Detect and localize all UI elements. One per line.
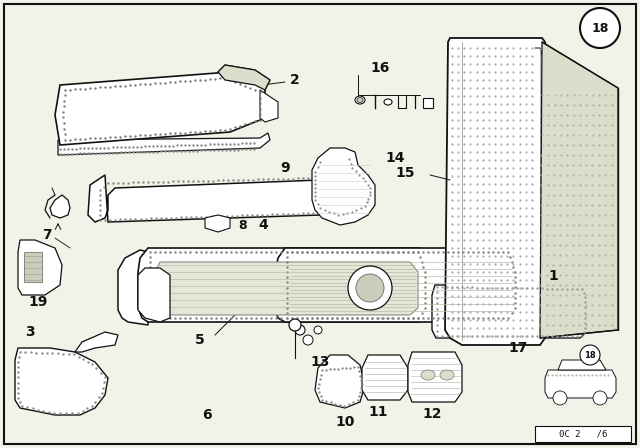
Ellipse shape bbox=[355, 96, 365, 104]
Text: 14: 14 bbox=[385, 151, 404, 165]
Circle shape bbox=[356, 274, 384, 302]
FancyBboxPatch shape bbox=[4, 4, 636, 444]
Polygon shape bbox=[205, 215, 230, 232]
Text: 1: 1 bbox=[548, 269, 557, 283]
Text: 4: 4 bbox=[258, 218, 268, 232]
Polygon shape bbox=[155, 262, 418, 315]
Text: 0C 2   /6: 0C 2 /6 bbox=[559, 430, 607, 439]
Text: 8: 8 bbox=[238, 219, 246, 232]
Polygon shape bbox=[432, 285, 588, 338]
Polygon shape bbox=[218, 65, 270, 90]
Text: 3: 3 bbox=[25, 325, 35, 339]
Polygon shape bbox=[275, 248, 522, 322]
Circle shape bbox=[593, 391, 607, 405]
Polygon shape bbox=[24, 252, 42, 282]
Polygon shape bbox=[50, 195, 70, 218]
Polygon shape bbox=[55, 72, 265, 145]
Text: 6: 6 bbox=[202, 408, 212, 422]
Text: 19: 19 bbox=[28, 295, 47, 309]
Text: 13: 13 bbox=[310, 355, 330, 369]
Text: 10: 10 bbox=[335, 415, 355, 429]
Polygon shape bbox=[15, 348, 108, 415]
Circle shape bbox=[580, 345, 600, 365]
Polygon shape bbox=[545, 370, 616, 398]
Text: 18: 18 bbox=[591, 22, 609, 34]
Circle shape bbox=[289, 319, 301, 331]
Text: 12: 12 bbox=[422, 407, 442, 421]
Text: 17: 17 bbox=[508, 341, 527, 355]
Polygon shape bbox=[540, 42, 618, 338]
Circle shape bbox=[314, 326, 322, 334]
Circle shape bbox=[303, 335, 313, 345]
Text: 2: 2 bbox=[290, 73, 300, 87]
Text: 15: 15 bbox=[396, 166, 415, 180]
Polygon shape bbox=[312, 148, 375, 225]
Text: 5: 5 bbox=[195, 333, 205, 347]
Polygon shape bbox=[362, 355, 408, 400]
Text: 7: 7 bbox=[42, 228, 52, 242]
Ellipse shape bbox=[357, 98, 363, 103]
Text: 9: 9 bbox=[280, 161, 290, 175]
Polygon shape bbox=[408, 352, 462, 402]
Circle shape bbox=[295, 325, 305, 335]
Circle shape bbox=[553, 391, 567, 405]
Ellipse shape bbox=[440, 370, 454, 380]
Polygon shape bbox=[88, 175, 335, 222]
Polygon shape bbox=[445, 38, 548, 345]
Polygon shape bbox=[315, 355, 365, 408]
Text: 16: 16 bbox=[370, 61, 389, 75]
Circle shape bbox=[348, 266, 392, 310]
Polygon shape bbox=[423, 98, 433, 108]
Ellipse shape bbox=[421, 370, 435, 380]
Bar bbox=[535, 426, 631, 442]
Polygon shape bbox=[18, 240, 62, 295]
Text: 18: 18 bbox=[584, 350, 596, 359]
Circle shape bbox=[580, 8, 620, 48]
Polygon shape bbox=[138, 268, 170, 322]
Polygon shape bbox=[118, 250, 148, 325]
Polygon shape bbox=[558, 360, 606, 370]
Polygon shape bbox=[260, 90, 278, 122]
Text: 11: 11 bbox=[368, 405, 388, 419]
Polygon shape bbox=[58, 133, 270, 155]
Polygon shape bbox=[138, 248, 432, 322]
Ellipse shape bbox=[384, 99, 392, 105]
Polygon shape bbox=[75, 332, 118, 352]
